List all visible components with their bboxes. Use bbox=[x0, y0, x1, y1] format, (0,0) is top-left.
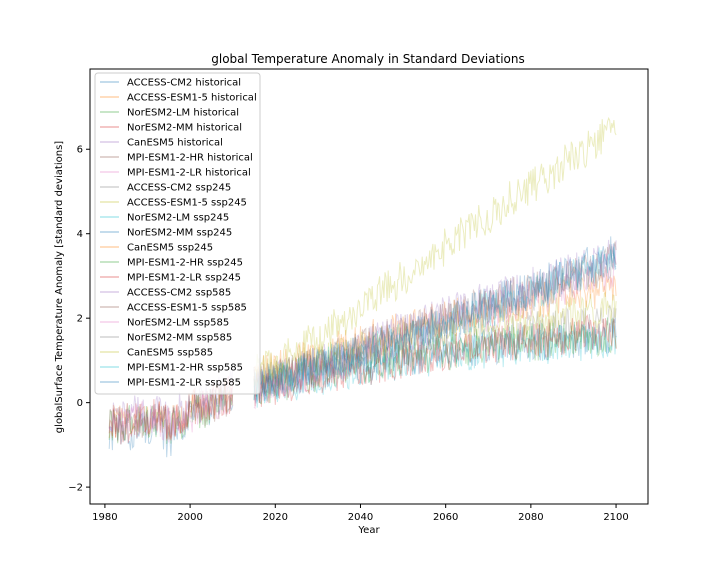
legend-entry: MPI-ESM1-2-LR historical bbox=[127, 168, 251, 179]
series-line-canesm5-ssp245 bbox=[253, 271, 617, 390]
series-line-access-esm1-5-ssp245 bbox=[253, 291, 617, 393]
legend-box bbox=[94, 72, 261, 395]
legend-entry: CanESM5 ssp585 bbox=[127, 348, 213, 359]
x-tick-label: 1980 bbox=[92, 512, 117, 523]
legend-entry: MPI-ESM1-2-LR ssp585 bbox=[127, 378, 241, 389]
y-axis-label: globalSurface Temperature Anomaly [stand… bbox=[54, 141, 65, 433]
legend-entry: ACCESS-CM2 ssp245 bbox=[127, 183, 231, 194]
series-line-noresm2-mm-historical bbox=[108, 375, 234, 445]
legend-entry: NorESM2-MM ssp585 bbox=[127, 333, 232, 344]
series-line-mpi-esm1-2-hr-ssp245 bbox=[253, 317, 617, 405]
x-tick-label: 2060 bbox=[433, 512, 458, 523]
y-tick-label: 4 bbox=[77, 229, 83, 240]
series-line-mpi-esm1-2-lr-ssp585 bbox=[253, 236, 617, 402]
series-line-access-cm2-ssp585 bbox=[253, 239, 617, 401]
x-axis: 1980 2000 2020 2040 2060 2080 2100 bbox=[92, 504, 629, 523]
y-tick-label: 0 bbox=[77, 398, 83, 409]
legend-entry: NorESM2-LM ssp245 bbox=[127, 213, 229, 224]
legend-entry: MPI-ESM1-2-HR ssp585 bbox=[127, 363, 243, 374]
legend: ACCESS-CM2 historical ACCESS-ESM1-5 histo… bbox=[94, 72, 261, 395]
series-line-noresm2-lm-historical bbox=[108, 385, 234, 444]
legend-entry: CanESM5 ssp245 bbox=[127, 243, 213, 254]
legend-entry: ACCESS-CM2 historical bbox=[127, 78, 241, 89]
y-tick-label: 6 bbox=[77, 145, 83, 156]
chart-title: global Temperature Anomaly in Standard D… bbox=[211, 52, 525, 66]
y-axis: −2 0 2 4 6 bbox=[68, 145, 90, 494]
legend-entry: ACCESS-ESM1-5 ssp585 bbox=[127, 303, 247, 314]
x-tick-label: 2000 bbox=[177, 512, 202, 523]
x-tick-label: 2020 bbox=[263, 512, 288, 523]
legend-entry: MPI-ESM1-2-HR historical bbox=[127, 153, 253, 164]
legend-entry: MPI-ESM1-2-LR ssp245 bbox=[127, 273, 241, 284]
plot-frame bbox=[89, 68, 649, 505]
legend-entry: NorESM2-LM historical bbox=[127, 108, 239, 119]
x-tick-label: 2100 bbox=[603, 512, 628, 523]
series-line-mpi-esm1-2-lr-ssp245 bbox=[253, 314, 617, 407]
series-line-noresm2-lm-ssp585 bbox=[253, 253, 617, 410]
y-tick-label: 2 bbox=[77, 314, 83, 325]
series-line-canesm5-ssp585 bbox=[253, 116, 617, 386]
legend-entry: ACCESS-ESM1-5 historical bbox=[127, 93, 257, 104]
series-line-mpi-esm1-2-hr-ssp585 bbox=[253, 246, 617, 408]
series-line-mpi-esm1-2-lr-historical bbox=[108, 387, 234, 443]
series-line-access-esm1-5-ssp585 bbox=[253, 241, 617, 403]
series-layer bbox=[108, 116, 617, 458]
series-line-access-cm2-historical bbox=[108, 384, 234, 458]
series-line-noresm2-mm-ssp585 bbox=[253, 246, 617, 401]
series-line-access-cm2-ssp245 bbox=[253, 304, 617, 401]
legend-entry: NorESM2-LM ssp585 bbox=[127, 318, 229, 329]
legend-entry: NorESM2-MM ssp245 bbox=[127, 228, 232, 239]
y-tick-label: −2 bbox=[68, 483, 83, 494]
series-line-noresm2-lm-ssp245 bbox=[253, 323, 617, 403]
x-tick-label: 2040 bbox=[348, 512, 373, 523]
legend-entry: ACCESS-CM2 ssp585 bbox=[127, 288, 231, 299]
x-tick-label: 2080 bbox=[518, 512, 543, 523]
legend-entry: ACCESS-ESM1-5 ssp245 bbox=[127, 198, 247, 209]
legend-entry: CanESM5 historical bbox=[127, 138, 223, 149]
series-line-mpi-esm1-2-hr-historical bbox=[108, 384, 234, 442]
legend-entry: MPI-ESM1-2-HR ssp245 bbox=[127, 258, 243, 269]
x-axis-label: Year bbox=[357, 525, 380, 536]
series-line-noresm2-mm-ssp245 bbox=[253, 317, 617, 404]
legend-entry: NorESM2-MM historical bbox=[127, 123, 242, 134]
